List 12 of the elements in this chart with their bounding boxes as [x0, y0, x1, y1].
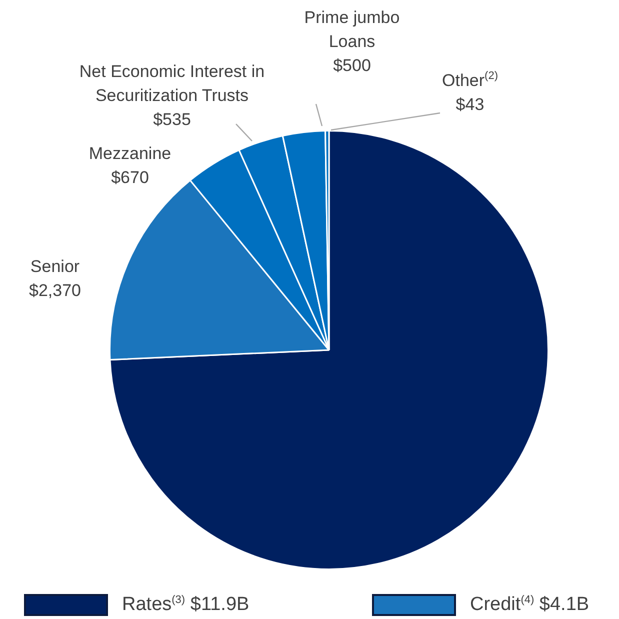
legend-label: Rates$^{(3)}$ $11.9B [122, 594, 250, 616]
data-label: $500 [333, 56, 371, 75]
data-label: $43 [456, 95, 484, 114]
slice-label: Senior [30, 257, 80, 276]
data-label: $670 [111, 168, 149, 187]
slice-label: Net Economic Interest in Securitization Trusts [79, 62, 265, 105]
text: Credit$^{(4)}$ $4.1B [470, 594, 590, 616]
slice-label: Other$^{(2)}$ [442, 70, 498, 90]
data-label: $535 [153, 110, 191, 129]
slice-label: Prime jumbo Loans [304, 8, 400, 51]
data-label: $2,370 [29, 281, 81, 300]
slice-label: Mezzanine [88, 144, 172, 163]
